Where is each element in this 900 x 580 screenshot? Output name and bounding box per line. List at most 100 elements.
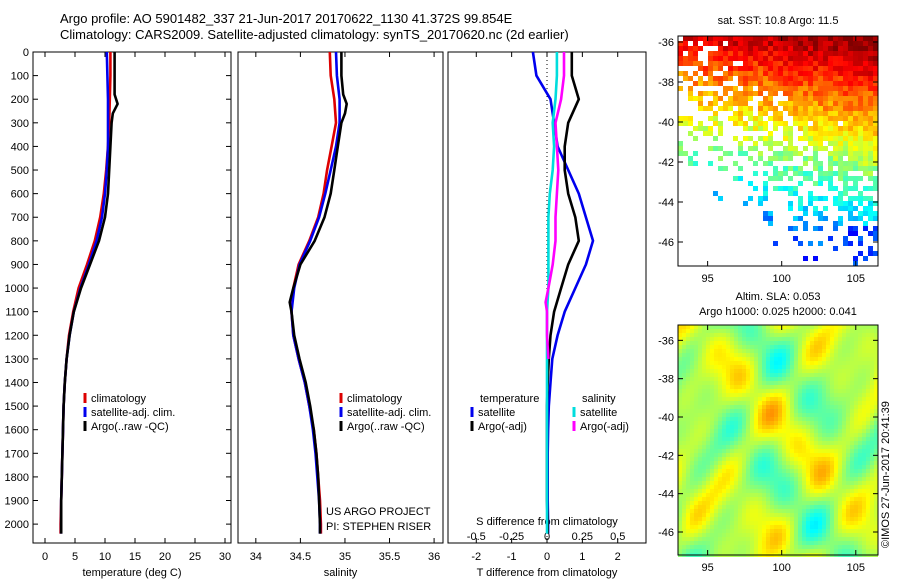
sst-cell <box>813 121 818 126</box>
sst-cell <box>803 171 808 176</box>
sla-cell <box>794 433 798 437</box>
sla-cell <box>754 517 758 521</box>
sst-cell <box>863 206 868 211</box>
sla-cell <box>690 525 694 529</box>
sst-cell <box>783 41 788 46</box>
sla-cell <box>754 513 758 517</box>
sst-cell <box>768 96 773 101</box>
sla-cell <box>838 537 842 541</box>
sla-cell <box>690 541 694 545</box>
sla-cell <box>814 425 818 429</box>
sst-cell <box>763 126 768 131</box>
sst-cell <box>753 186 758 191</box>
sla-cell <box>866 493 870 497</box>
sst-cell <box>853 61 858 66</box>
sla-cell <box>770 489 774 493</box>
sst-cell <box>763 171 768 176</box>
sla-cell <box>790 345 794 349</box>
sla-cell <box>830 421 834 425</box>
sla-cell <box>870 493 874 497</box>
sla-cell <box>822 469 826 473</box>
sla-cell <box>690 497 694 501</box>
sla-cell <box>774 393 778 397</box>
sla-cell <box>698 433 702 437</box>
sla-cell <box>810 413 814 417</box>
difference-T-tick-label: -2 <box>471 551 481 563</box>
sst-cell <box>773 86 778 91</box>
sst-cell <box>868 146 873 151</box>
sla-cell <box>746 417 750 421</box>
sla-cell <box>830 465 834 469</box>
sla-cell <box>722 429 726 433</box>
sst-cell <box>823 106 828 111</box>
sst-cell <box>848 116 853 121</box>
sla-cell <box>858 325 862 329</box>
sla-cell <box>822 517 826 521</box>
sla-cell <box>830 361 834 365</box>
sla-cell <box>822 481 826 485</box>
sst-cell <box>748 111 753 116</box>
sst-cell <box>798 201 803 206</box>
sst-cell <box>808 76 813 81</box>
sla-cell <box>838 433 842 437</box>
sla-cell <box>746 529 750 533</box>
sla-cell <box>702 465 706 469</box>
sla-cell <box>702 441 706 445</box>
sst-cell <box>858 101 863 106</box>
sla-cell <box>750 541 754 545</box>
difference-S-tick-label: 0.25 <box>572 531 593 543</box>
sla-cell <box>822 509 826 513</box>
sla-cell <box>746 481 750 485</box>
sla-cell <box>830 457 834 461</box>
sst-cell <box>688 91 693 96</box>
sst-cell <box>823 81 828 86</box>
sst-cell <box>808 81 813 86</box>
sla-cell <box>762 329 766 333</box>
sla-cell <box>786 485 790 489</box>
sst-cell <box>858 211 863 216</box>
sla-cell <box>858 413 862 417</box>
sla-cell <box>678 517 682 521</box>
sla-cell <box>810 417 814 421</box>
sla-cell <box>850 381 854 385</box>
sst-cell <box>843 126 848 131</box>
sla-cell <box>822 333 826 337</box>
sla-cell <box>742 341 746 345</box>
sla-cell <box>866 449 870 453</box>
sla-cell <box>682 365 686 369</box>
sla-cell <box>826 353 830 357</box>
sst-cell <box>843 91 848 96</box>
sla-cell <box>730 545 734 549</box>
sla-cell <box>766 413 770 417</box>
sla-cell <box>722 509 726 513</box>
sst-cell <box>818 216 823 221</box>
sla-cell <box>858 457 862 461</box>
sla-cell <box>742 449 746 453</box>
sst_map-y-tick-label: -38 <box>658 77 674 89</box>
sst-cell <box>833 186 838 191</box>
sla-cell <box>838 329 842 333</box>
sst-cell <box>828 236 833 241</box>
sla-cell <box>874 373 878 377</box>
sst-cell <box>868 151 873 156</box>
sla-cell <box>682 497 686 501</box>
sst-cell <box>763 81 768 86</box>
sla-cell <box>854 517 858 521</box>
sla-cell <box>874 325 878 329</box>
sst-cell <box>783 56 788 61</box>
sla-cell <box>722 449 726 453</box>
sla-cell <box>714 509 718 513</box>
sla-cell <box>806 409 810 413</box>
sst-cell <box>833 61 838 66</box>
sst-cell <box>678 41 683 46</box>
sla-cell <box>750 381 754 385</box>
sst-cell <box>733 96 738 101</box>
sst-cell <box>698 91 703 96</box>
sla-cell <box>826 521 830 525</box>
sla-cell <box>778 505 782 509</box>
sla-cell <box>822 353 826 357</box>
sla-cell <box>766 473 770 477</box>
sla-cell <box>782 537 786 541</box>
sla-cell <box>826 413 830 417</box>
sla-cell <box>682 477 686 481</box>
